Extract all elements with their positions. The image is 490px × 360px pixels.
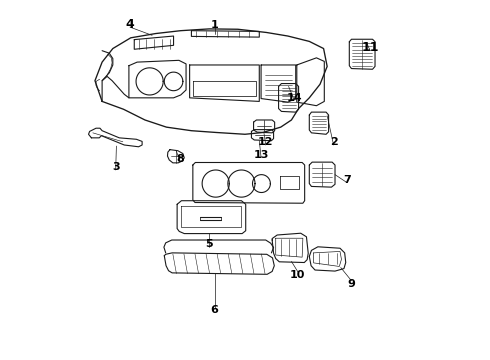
Text: 8: 8 [176, 154, 184, 163]
Text: 6: 6 [211, 305, 219, 315]
Text: 5: 5 [205, 239, 212, 249]
Text: 3: 3 [112, 162, 120, 172]
Text: 1: 1 [211, 19, 219, 30]
Text: 7: 7 [343, 175, 351, 185]
Text: 4: 4 [125, 18, 134, 31]
Text: 11: 11 [361, 41, 379, 54]
Text: 10: 10 [290, 270, 306, 280]
Text: 13: 13 [253, 150, 269, 160]
Text: 9: 9 [347, 279, 355, 289]
Text: 2: 2 [330, 138, 338, 148]
Text: 12: 12 [258, 138, 273, 148]
Text: 14: 14 [287, 93, 302, 103]
